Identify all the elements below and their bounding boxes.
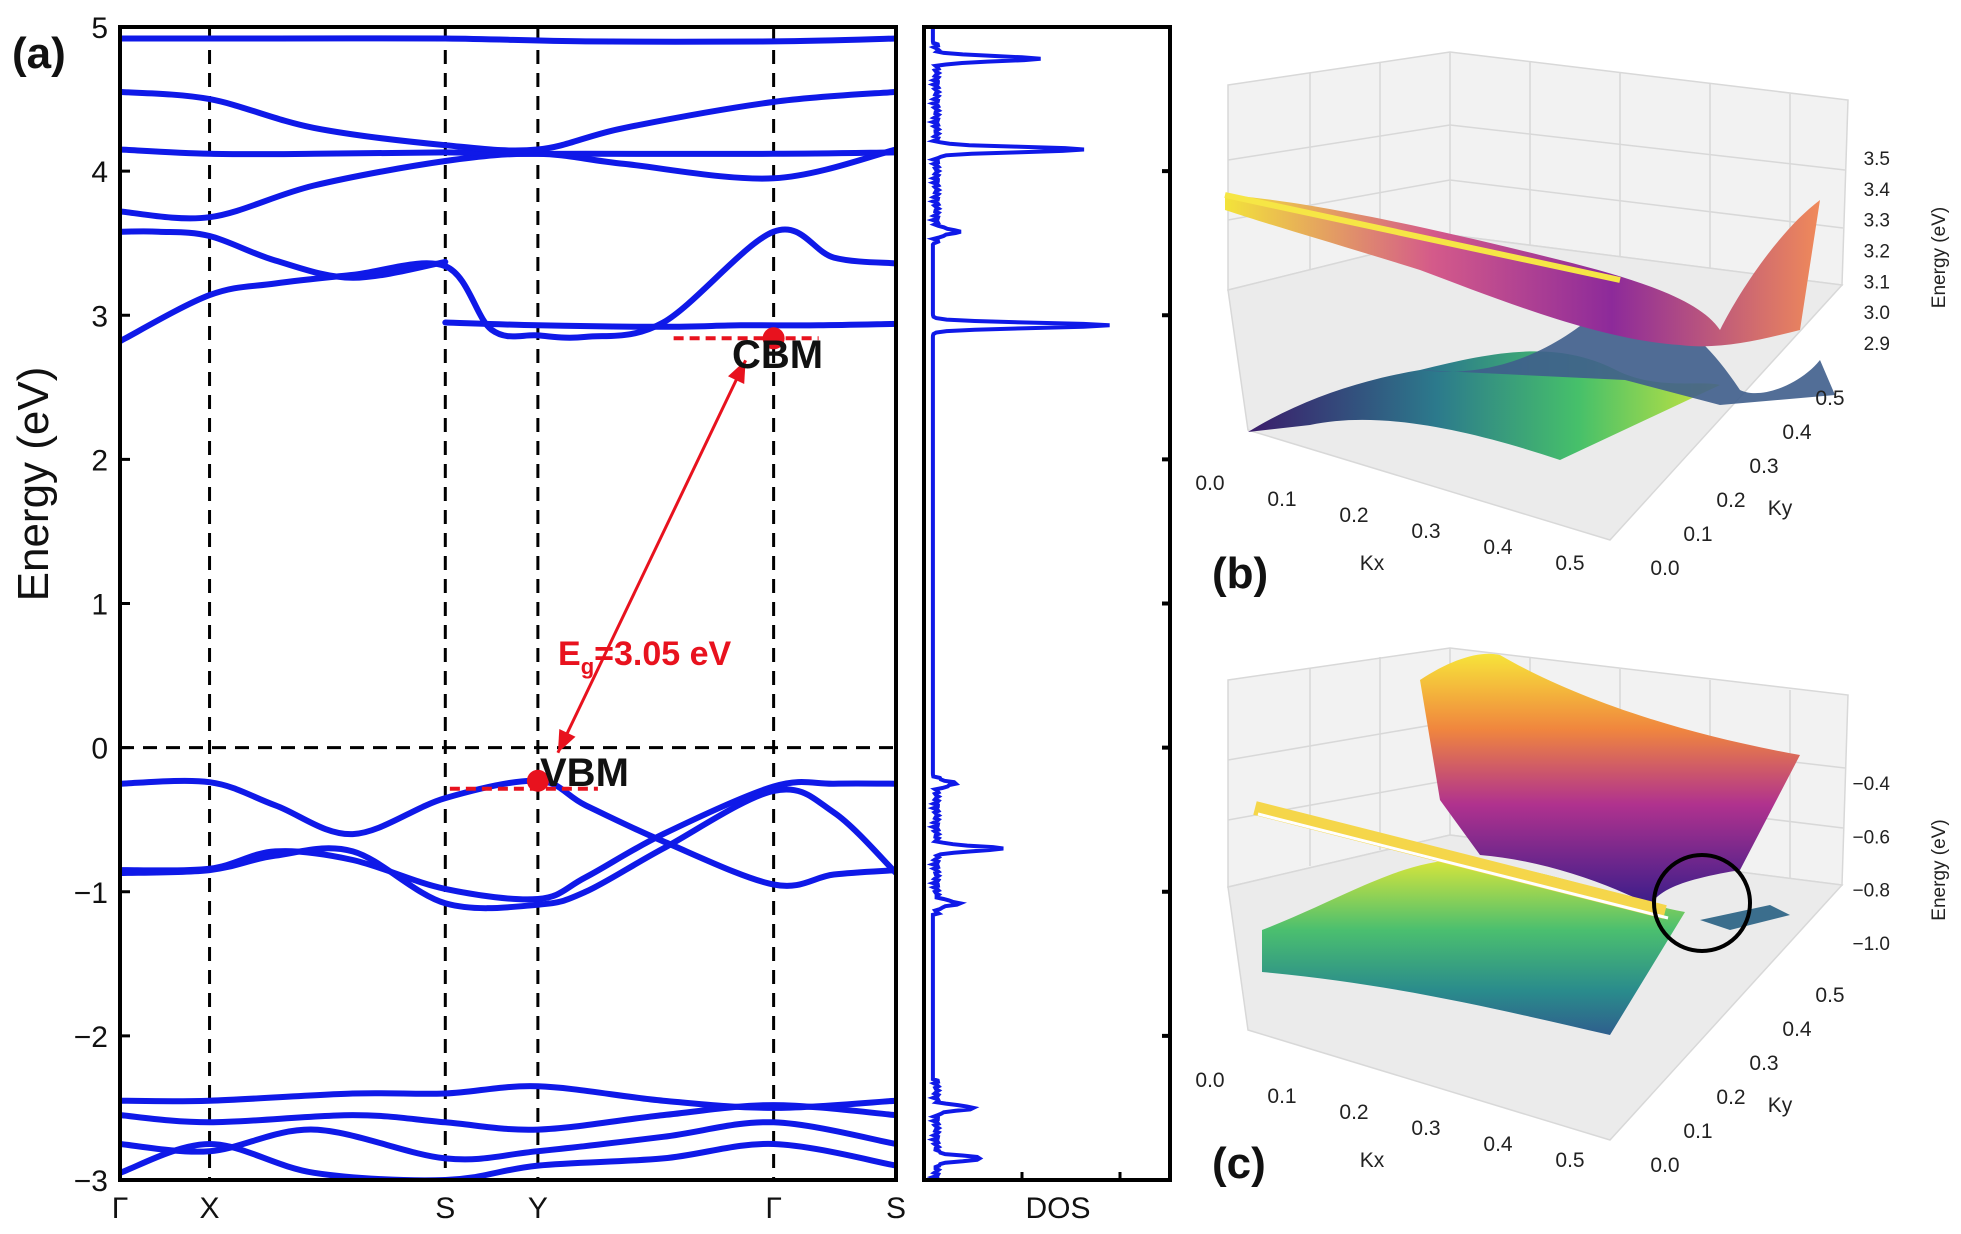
panel-b-surfaces — [1224, 192, 1835, 460]
band-line — [120, 1102, 896, 1133]
panel-c-surfaces — [1253, 653, 1800, 1035]
y-tick-label: 4 — [91, 156, 108, 189]
kx-axis-label: Kx — [1360, 1149, 1385, 1172]
kx-tick-label: 0.2 — [1339, 1101, 1368, 1124]
cbm-label: CBM — [732, 333, 823, 377]
y-tick-label: 3 — [91, 300, 108, 333]
z-tick-label: 3.2 — [1864, 242, 1890, 263]
z-axis-label: Energy (eV) — [1929, 207, 1950, 308]
z-tick-label: −0.4 — [1852, 774, 1890, 795]
ky-tick-label: 0.2 — [1716, 489, 1745, 512]
vbm-point — [526, 769, 549, 792]
ky-axis-label: Ky — [1768, 497, 1793, 520]
ky-tick-label: 0.1 — [1683, 1120, 1712, 1143]
band-line — [120, 226, 896, 345]
panel-b-label: (b) — [1212, 549, 1268, 598]
ky-tick-label: 0.5 — [1815, 387, 1844, 410]
kpoint-label: Γ — [765, 1192, 782, 1225]
ky-tick-label: 0.4 — [1782, 421, 1812, 444]
band-line — [120, 35, 896, 45]
z-tick-label: 2.9 — [1864, 334, 1890, 355]
band-line — [120, 786, 896, 912]
kx-tick-label: 0.1 — [1267, 1085, 1296, 1108]
y-tick-label: 2 — [91, 444, 108, 477]
kpoint-label: S — [886, 1192, 906, 1225]
kx-tick-label: 0.4 — [1483, 1133, 1513, 1156]
band-line — [120, 146, 896, 222]
z-tick-label: 3.0 — [1864, 303, 1890, 324]
kpoint-label: X — [200, 1192, 220, 1225]
ky-tick-label: 0.1 — [1683, 523, 1712, 546]
panel-a-label: (a) — [12, 29, 66, 78]
dos-axis-label: DOS — [1025, 1192, 1090, 1225]
z-tick-label: −0.8 — [1852, 881, 1890, 902]
highlight-circle — [1652, 853, 1752, 953]
ky-tick-label: 0.4 — [1782, 1018, 1812, 1041]
kpoint-label: Y — [528, 1192, 548, 1225]
z-axis-label: Energy (eV) — [1929, 819, 1950, 920]
vbm-label: VBM — [540, 751, 629, 795]
y-tick-label: 1 — [91, 589, 108, 622]
kx-tick-label: 0.0 — [1195, 472, 1224, 495]
ky-tick-label: 0.0 — [1650, 557, 1679, 580]
band-line — [120, 777, 896, 889]
kx-tick-label: 0.1 — [1267, 488, 1296, 511]
y-tick-label: 0 — [91, 733, 108, 766]
band-line — [120, 146, 896, 158]
kx-tick-label: 0.2 — [1339, 504, 1368, 527]
z-tick-label: −0.6 — [1852, 827, 1890, 848]
dos-panel: DOS — [922, 25, 1172, 1225]
ky-tick-label: 0.5 — [1815, 984, 1844, 1007]
panel-c-label: (c) — [1212, 1139, 1266, 1188]
arrow-head — [557, 729, 576, 753]
kx-tick-label: 0.4 — [1483, 536, 1513, 559]
band-line — [120, 228, 449, 281]
kx-tick-label: 0.0 — [1195, 1069, 1224, 1092]
ky-axis-label: Ky — [1768, 1094, 1793, 1117]
cbm-point — [762, 327, 785, 350]
kpoint-label: Γ — [112, 1192, 129, 1225]
band-line — [120, 779, 896, 903]
z-tick-label: 3.5 — [1864, 149, 1890, 170]
ky-tick-label: 0.3 — [1749, 1052, 1778, 1075]
surface-panel-b: 0.00.10.20.30.40.5Kx 0.00.10.20.30.40.5Ky… — [1195, 51, 1950, 598]
surface-panel-c: 0.00.10.20.30.40.5Kx 0.00.10.20.30.40.5Ky… — [1195, 647, 1950, 1188]
ky-tick-label: 0.0 — [1650, 1154, 1679, 1177]
kx-tick-label: 0.3 — [1411, 520, 1440, 543]
y-tick-label: −3 — [74, 1165, 108, 1198]
arrow-head — [728, 360, 746, 384]
ky-tick-label: 0.2 — [1716, 1086, 1745, 1109]
y-tick-label: −2 — [74, 1021, 108, 1054]
z-tick-label: 3.1 — [1864, 272, 1890, 293]
z-tick-label: −1.0 — [1852, 934, 1890, 955]
band-line — [442, 319, 896, 330]
y-axis-label: Energy (eV) — [9, 367, 58, 602]
kx-axis-label: Kx — [1360, 552, 1385, 575]
band-gap-label: Eg=3.05 eV — [558, 635, 732, 679]
dos-curve — [926, 27, 1110, 1181]
kpoint-label: S — [435, 1192, 455, 1225]
band-line — [120, 1140, 896, 1180]
band-gap-arrow — [556, 359, 747, 754]
y-tick-label: 5 — [91, 12, 108, 45]
band-line — [120, 88, 896, 154]
ky-tick-label: 0.3 — [1749, 455, 1778, 478]
y-tick-label: −1 — [74, 877, 108, 910]
kx-tick-label: 0.3 — [1411, 1117, 1440, 1140]
kx-tick-label: 0.5 — [1555, 1149, 1584, 1172]
band-frame — [118, 25, 898, 1182]
kx-tick-label: 0.5 — [1555, 552, 1584, 575]
dos-frame — [922, 25, 1172, 1182]
z-tick-label: 3.3 — [1864, 211, 1890, 232]
z-tick-label: 3.4 — [1864, 180, 1891, 201]
